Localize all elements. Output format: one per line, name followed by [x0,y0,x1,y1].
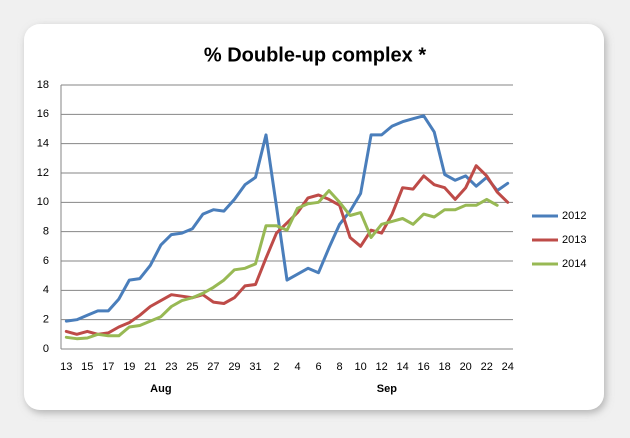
series-line [64,114,510,323]
x-tick-label: 22 [481,361,493,373]
x-tick-label: 12 [375,361,387,373]
y-tick-label: 6 [43,255,49,267]
x-tick-label: 27 [207,361,219,373]
x-tick-label: 13 [60,361,72,373]
x-tick-label: 29 [228,361,240,373]
y-tick-label: 4 [43,284,49,296]
y-tick-label: 18 [37,79,49,91]
legend-label: 2012 [562,210,586,222]
chart-title: % Double-up complex * [204,44,426,66]
y-tick-label: 2 [43,314,49,326]
x-tick-label: 15 [81,361,93,373]
x-tick-label: 21 [144,361,156,373]
x-tick-label: 16 [418,361,430,373]
x-tick-label: 17 [102,361,114,373]
y-tick-label: 8 [43,226,49,238]
x-tick-label: 8 [336,361,342,373]
series-line [64,164,510,336]
x-tick-label: 2 [273,361,279,373]
x-tick-label: 18 [439,361,451,373]
x-tick-label: 24 [502,361,514,373]
x-group-label: Aug [150,383,171,395]
y-tick-label: 10 [37,196,49,208]
y-tick-label: 14 [37,138,49,150]
x-tick-label: 23 [165,361,177,373]
x-tick-label: 31 [249,361,261,373]
series-line [64,189,499,341]
x-tick-label: 19 [123,361,135,373]
legend-label: 2014 [562,258,586,270]
x-tick-label: 14 [397,361,409,373]
y-tick-label: 16 [37,108,49,120]
y-tick-label: 0 [43,343,49,355]
x-tick-label: 25 [186,361,198,373]
x-tick-label: 4 [294,361,300,373]
x-tick-label: 10 [354,361,366,373]
legend-label: 2013 [562,234,586,246]
y-tick-label: 12 [37,167,49,179]
x-tick-label: 6 [315,361,321,373]
x-tick-label: 20 [460,361,472,373]
x-group-label: Sep [377,383,397,395]
chart-frame [24,24,604,410]
